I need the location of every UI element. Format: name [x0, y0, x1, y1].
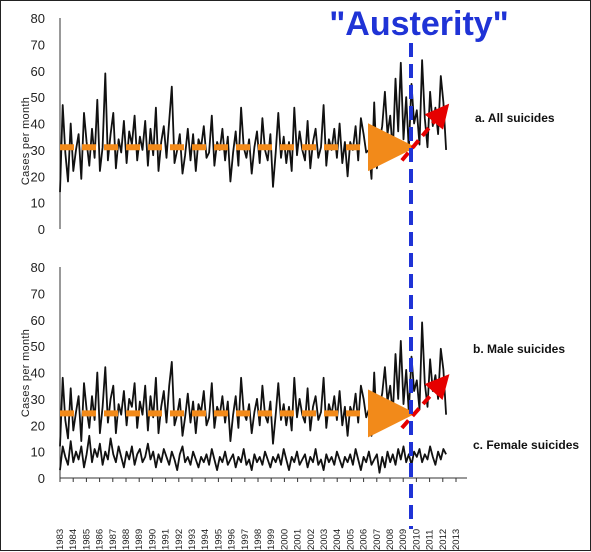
x-tick-label: 2010: [411, 529, 422, 550]
x-tick-label: 2003: [319, 529, 330, 550]
top-y-tick-label: 80: [31, 11, 45, 26]
x-tick-label: 1984: [68, 529, 79, 550]
top-y-tick-label: 30: [31, 143, 45, 158]
top-y-tick-label: 0: [38, 222, 45, 237]
x-tick-label: 1988: [121, 529, 132, 550]
top-y-tick-label: 40: [31, 117, 45, 132]
top-y-tick-label: 10: [31, 196, 45, 211]
bottom-y-tick-label: 30: [31, 392, 45, 407]
series-all-suicides-line: [59, 59, 447, 193]
label-male-suicides: b. Male suicides: [473, 342, 565, 356]
x-tick-label: 2007: [372, 529, 383, 550]
top-y-tick-label: 20: [31, 169, 45, 184]
top-y-tick-label: 50: [31, 90, 45, 105]
bottom-y-tick-label: 40: [31, 366, 45, 381]
x-tick-label: 2013: [451, 529, 462, 550]
x-tick-label: 1999: [266, 529, 277, 550]
x-tick-label: 1996: [227, 529, 238, 550]
x-tick-label: 2012: [438, 529, 449, 550]
x-tick-label: 2000: [279, 529, 290, 550]
x-tick-label: 2008: [385, 529, 396, 550]
x-tick-label: 2004: [332, 529, 343, 550]
label-female-suicides: c. Female suicides: [473, 438, 579, 452]
bottom-y-axis-label: Cases per month: [20, 329, 32, 417]
x-tick-label: 1997: [240, 529, 251, 550]
bottom-y-tick-label: 20: [31, 418, 45, 433]
trend-arrow-top-after: [400, 103, 450, 162]
x-tick-label: 1987: [108, 529, 119, 550]
x-tick-label: 1985: [81, 529, 92, 550]
x-tick-label: 1990: [147, 529, 158, 550]
x-tick-label: 2009: [398, 529, 409, 550]
bottom-y-tick-label: 50: [31, 339, 45, 354]
bottom-y-ticks: 0 10 20 30 40 50 60 70 80: [31, 260, 45, 486]
x-tick-label: 2006: [359, 529, 370, 550]
bottom-y-tick-label: 0: [38, 471, 45, 486]
bottom-y-tick-label: 80: [31, 260, 45, 275]
x-tick-label: 1994: [200, 529, 211, 550]
bottom-y-tick-label: 60: [31, 313, 45, 328]
chart-title: "Austerity": [329, 5, 509, 43]
x-tick-label: 2011: [425, 530, 436, 550]
x-tick-label: 1983: [55, 529, 66, 550]
x-tick-label: 1986: [95, 529, 106, 550]
x-tick-label: 1991: [161, 529, 172, 550]
series-female-suicides-line: [59, 434, 447, 474]
bottom-y-tick-label: 10: [31, 445, 45, 460]
x-tick-label: 1993: [187, 529, 198, 550]
top-y-ticks: 0 10 20 30 40 50 60 70 80: [31, 11, 45, 237]
x-tick-label: 2002: [306, 529, 317, 550]
bottom-y-tick-label: 70: [31, 286, 45, 301]
x-tick-label: 1989: [134, 529, 145, 550]
top-y-tick-label: 60: [31, 64, 45, 79]
x-tick-label: 2001: [293, 529, 304, 550]
x-tick-label: 1998: [253, 529, 264, 550]
trend-arrow-bottom-after: [400, 374, 450, 430]
x-tick-label: 1992: [174, 529, 185, 550]
top-y-axis-label: Cases per month: [20, 97, 32, 185]
x-tick-label: 1995: [213, 529, 224, 550]
x-tick-label: 2005: [345, 529, 356, 550]
label-all-suicides: a. All suicides: [475, 111, 555, 125]
x-ticks: 1983 1984 1985 1986 1987 1988 1989 1990 1991 1992…: [55, 478, 462, 550]
series-male-suicides-line: [59, 321, 447, 447]
top-panel: 0 10 20 30 40 50 60 70 80 Cases per month a. All…: [20, 11, 555, 237]
top-y-tick-label: 70: [31, 37, 45, 52]
